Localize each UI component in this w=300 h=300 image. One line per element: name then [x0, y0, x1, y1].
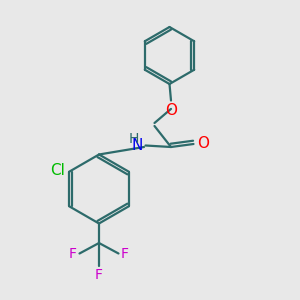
Text: F: F	[121, 247, 129, 260]
Text: N: N	[132, 138, 143, 153]
Text: F: F	[95, 268, 103, 282]
Text: Cl: Cl	[50, 163, 64, 178]
Text: F: F	[69, 247, 77, 260]
Text: H: H	[129, 132, 139, 146]
Text: O: O	[197, 136, 209, 152]
Text: O: O	[165, 103, 177, 118]
